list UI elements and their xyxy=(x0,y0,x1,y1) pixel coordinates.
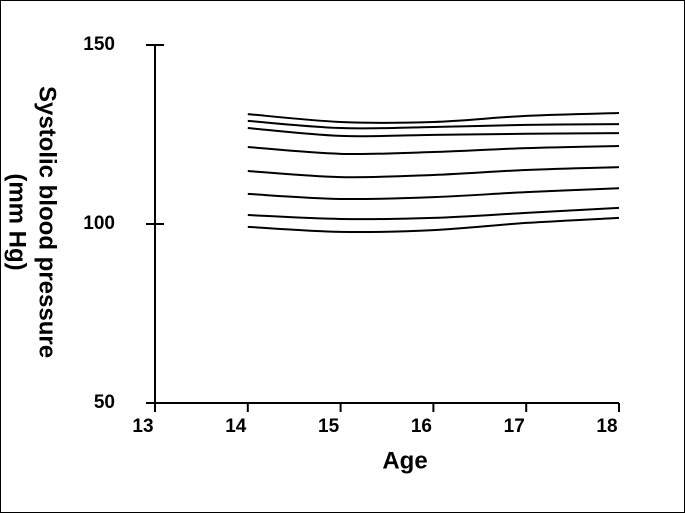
y-tick-label: 150 xyxy=(83,34,115,55)
y-axis-label: (mm Hg) xyxy=(4,173,31,270)
y-axis-label: Systolic blood pressure xyxy=(34,86,61,358)
x-tick-label: 15 xyxy=(318,416,340,437)
y-tick-label: 100 xyxy=(83,213,115,234)
line-series xyxy=(247,127,620,138)
line-series xyxy=(247,119,620,130)
x-axis-label: Age xyxy=(382,447,427,474)
line-series xyxy=(247,166,620,179)
line-series xyxy=(247,144,620,156)
x-tick-label: 14 xyxy=(225,416,247,437)
x-tick-label: 18 xyxy=(596,416,617,437)
line-series xyxy=(247,206,620,221)
x-tick-label: 13 xyxy=(132,416,153,437)
line-series xyxy=(247,187,620,201)
x-tick-label: 16 xyxy=(411,416,432,437)
line-series xyxy=(247,112,620,124)
x-tick-label: 17 xyxy=(504,416,525,437)
line-series xyxy=(247,216,620,234)
y-tick-label: 50 xyxy=(94,392,115,413)
